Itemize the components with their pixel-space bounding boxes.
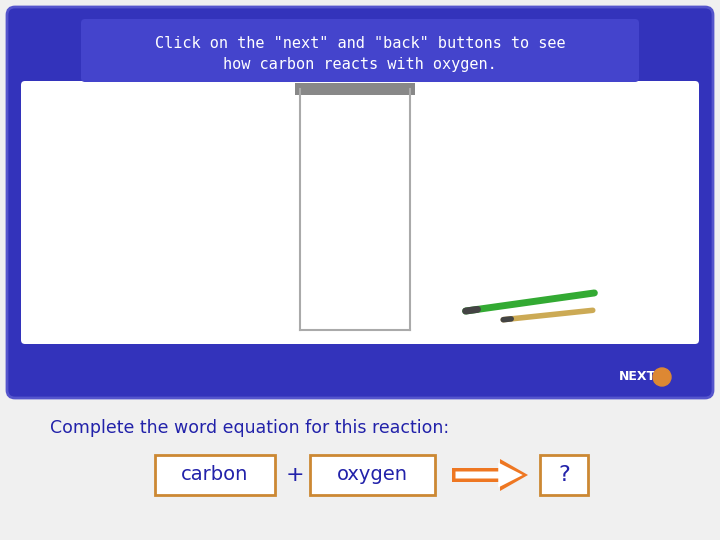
FancyBboxPatch shape [155,455,275,495]
Text: NEXT: NEXT [618,370,656,383]
FancyBboxPatch shape [21,81,699,344]
FancyBboxPatch shape [7,7,713,398]
Circle shape [653,368,671,386]
Text: +: + [286,465,305,485]
Polygon shape [452,459,528,491]
Text: Complete the word equation for this reaction:: Complete the word equation for this reac… [50,419,449,437]
FancyBboxPatch shape [81,19,639,82]
Polygon shape [456,462,523,488]
Text: Click on the "next" and "back" buttons to see: Click on the "next" and "back" buttons t… [155,37,565,51]
Text: ?: ? [558,465,570,485]
Text: carbon: carbon [181,465,248,484]
FancyBboxPatch shape [310,455,435,495]
Text: how carbon reacts with oxygen.: how carbon reacts with oxygen. [223,57,497,71]
FancyBboxPatch shape [540,455,588,495]
Text: oxygen: oxygen [337,465,408,484]
FancyBboxPatch shape [295,83,415,95]
